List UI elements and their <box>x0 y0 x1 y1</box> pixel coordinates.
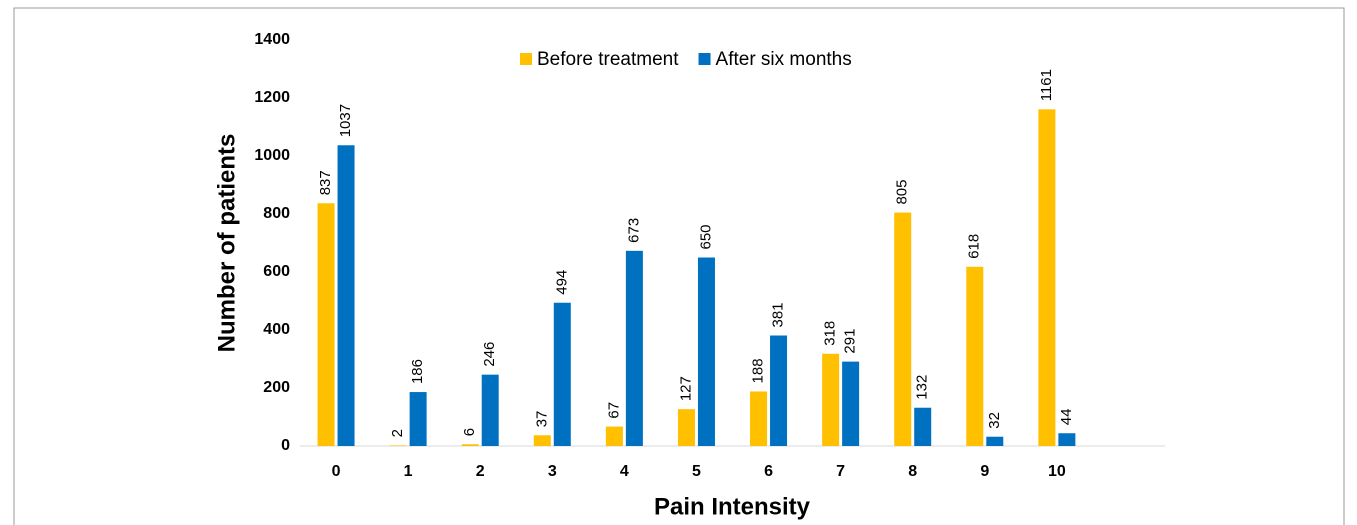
bar <box>842 361 860 446</box>
x-tick-label: 1 <box>404 463 413 480</box>
bar <box>1058 433 1076 446</box>
value-label: 673 <box>625 218 642 243</box>
x-tick-label: 8 <box>908 463 917 480</box>
bar <box>409 392 427 446</box>
value-label: 318 <box>822 321 839 346</box>
y-tick-label: 400 <box>263 321 290 338</box>
bar <box>481 374 499 446</box>
value-label: 494 <box>553 270 570 295</box>
y-tick-label: 1000 <box>254 147 290 164</box>
bar <box>1038 109 1056 446</box>
x-tick-label: 7 <box>836 463 845 480</box>
frame <box>13 7 1345 525</box>
x-tick-label: 3 <box>548 463 557 480</box>
bar <box>966 266 984 446</box>
value-label: 2 <box>389 429 406 437</box>
bar <box>533 435 551 446</box>
value-label: 837 <box>317 170 334 195</box>
value-label: 805 <box>894 180 911 205</box>
value-label: 188 <box>750 358 767 383</box>
y-tick-label: 1400 <box>254 31 290 48</box>
y-axis-title: Number of patients <box>213 134 240 353</box>
value-label: 246 <box>481 342 498 367</box>
value-label: 37 <box>533 411 550 428</box>
x-tick-label: 4 <box>620 463 629 480</box>
bar <box>461 444 479 446</box>
bar <box>750 391 768 446</box>
value-label: 44 <box>1058 409 1075 426</box>
y-tick-label: 200 <box>263 379 290 396</box>
legend-swatch <box>520 53 532 65</box>
y-tick-label: 600 <box>263 263 290 280</box>
x-tick-label: 9 <box>980 463 989 480</box>
value-label: 1037 <box>337 104 354 137</box>
bar <box>317 203 335 446</box>
value-label: 186 <box>409 359 426 384</box>
value-label: 6 <box>461 428 478 436</box>
value-label: 132 <box>914 375 931 400</box>
bar <box>914 407 932 446</box>
bar <box>337 145 355 446</box>
legend-label: After six months <box>716 49 852 70</box>
legend-label: Before treatment <box>537 49 679 70</box>
value-label: 1161 <box>1038 69 1055 101</box>
x-axis-title: Pain Intensity <box>654 493 811 520</box>
value-label: 67 <box>605 402 622 419</box>
bar <box>697 257 715 446</box>
bar <box>986 436 1004 446</box>
value-label: 127 <box>677 376 694 401</box>
bar <box>389 445 407 446</box>
bar <box>770 335 788 446</box>
bar <box>625 250 643 446</box>
x-tick-label: 6 <box>764 463 773 480</box>
value-label: 618 <box>966 234 983 259</box>
y-tick-label: 800 <box>263 205 290 222</box>
legend-swatch <box>698 53 711 65</box>
y-tick-label: 0 <box>281 437 290 454</box>
value-label: 32 <box>986 412 1003 429</box>
bar <box>894 212 912 446</box>
bar <box>605 426 623 446</box>
x-tick-label: 10 <box>1048 463 1066 480</box>
y-tick-label: 1200 <box>254 89 290 106</box>
bar <box>553 302 571 446</box>
x-tick-label: 2 <box>476 463 485 480</box>
x-tick-label: 5 <box>692 463 701 480</box>
bar <box>822 353 840 446</box>
value-label: 381 <box>770 302 787 327</box>
bar <box>677 409 695 446</box>
value-label: 650 <box>697 224 714 249</box>
x-tick-label: 0 <box>332 463 341 480</box>
value-label: 291 <box>842 329 859 354</box>
